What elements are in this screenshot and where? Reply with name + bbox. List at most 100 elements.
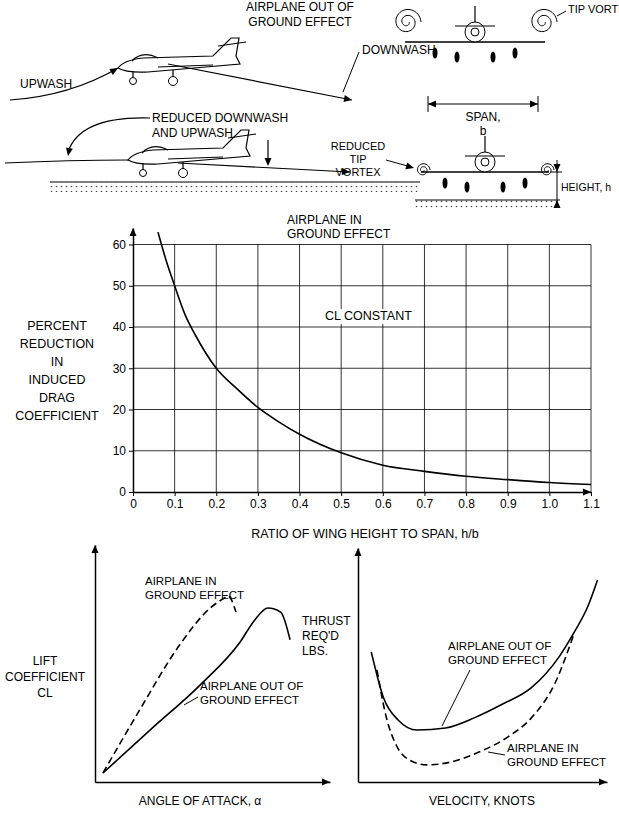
label: VORTEX (335, 166, 381, 178)
upwash-arrow (10, 68, 118, 100)
arrowhead (92, 545, 99, 553)
tick: 0.6 (375, 492, 392, 511)
axis-line (134, 492, 592, 494)
tick-label: 1.1 (583, 497, 600, 511)
tick-label: 0 (130, 497, 137, 511)
fuselage (465, 22, 485, 42)
tick-label: 20 (113, 403, 127, 417)
page: AIRPLANE OUT OFGROUND EFFECTDOWNWASHUPWA… (0, 0, 619, 816)
wing (158, 65, 213, 67)
tick-mark (341, 492, 342, 496)
gear (523, 178, 528, 189)
x-axis (96, 782, 331, 783)
gear (433, 48, 438, 59)
axis-title: IN (51, 355, 64, 369)
tail (474, 6, 475, 22)
label: HEIGHT, h (561, 181, 611, 193)
axis-title: INDUCED (29, 373, 86, 387)
tick-label: 0.8 (458, 497, 475, 511)
tick-label: 50 (113, 279, 127, 293)
series-label-line: GROUND EFFECT (200, 694, 299, 706)
label: TIP (349, 153, 366, 165)
chart-induced-drag: 00.10.20.30.40.50.60.70.80.91.01.1010203… (15, 228, 600, 541)
tick-mark (175, 492, 176, 496)
wheel (169, 77, 178, 86)
gear (455, 52, 460, 63)
leader-line (557, 11, 566, 16)
axis-title: LBS. (302, 644, 328, 658)
arrowhead (65, 148, 73, 157)
grid-line (133, 244, 591, 245)
tick: 0.7 (417, 492, 434, 511)
label: REDUCED DOWNWASH (152, 111, 288, 125)
arrowhead (530, 101, 538, 108)
axis-title: VELOCITY, KNOTS (429, 794, 535, 808)
tick-label: 40 (113, 320, 127, 334)
diagram-out-of-ground-effect: AIRPLANE OUT OFGROUND EFFECTDOWNWASHUPWA… (10, 0, 619, 103)
tick-mark (383, 492, 384, 496)
series-label-line: AIRPLANE OUT OF (448, 640, 551, 652)
axis-title: CL (37, 686, 53, 700)
leader-line (184, 697, 198, 705)
label: UPWASH (20, 77, 72, 91)
stabilizer (455, 25, 495, 26)
arrowhead (428, 101, 436, 108)
tick: 0.4 (292, 492, 309, 511)
tick-mark (129, 327, 133, 328)
series-label-line: GROUND EFFECT (145, 589, 244, 601)
tick-label: 30 (113, 362, 127, 376)
ground-line (415, 199, 560, 200)
wheel (179, 169, 188, 178)
tick: 0.3 (250, 492, 267, 511)
downwash-arrow (178, 163, 350, 172)
tick-mark (129, 368, 133, 369)
ground (415, 200, 560, 210)
series-label: AIRPLANE OUT OFGROUND EFFECT (448, 640, 551, 666)
axis-title: RATIO OF WING HEIGHT TO SPAN, h/b (251, 527, 478, 541)
arrowhead (583, 489, 591, 496)
label: SPAN, (465, 110, 500, 124)
upwash-arrow (5, 160, 128, 163)
gear-strut (143, 162, 183, 170)
arrowhead (554, 200, 561, 208)
tick-label: 0.4 (292, 497, 309, 511)
annotation: CL CONSTANT (325, 309, 412, 323)
axis-title: COEFFICIENT (15, 409, 99, 423)
grid-line (133, 327, 591, 328)
grid-line (133, 409, 591, 410)
tick-mark (549, 492, 550, 496)
axis-title: DRAG (39, 391, 75, 405)
tick-mark (258, 492, 259, 496)
axis-line (359, 782, 608, 784)
chart-lift: LIFTCOEFFICIENTCLANGLE OF ATTACK, αAIRPL… (5, 545, 331, 808)
leader-line (68, 118, 150, 152)
gear-strut (133, 70, 173, 78)
label: DOWNWASH (362, 43, 436, 57)
annotation-background (322, 309, 412, 324)
tick-mark (466, 492, 467, 496)
stabilizer (465, 155, 505, 156)
plot-area (158, 232, 591, 484)
tick-mark (424, 492, 425, 496)
tick-label: 60 (113, 238, 127, 252)
arrowhead (322, 779, 330, 786)
tick-mark (129, 410, 133, 411)
figure: AIRPLANE OUT OFGROUND EFFECTDOWNWASHUPWA… (0, 0, 619, 816)
tick-label: 0.9 (500, 497, 517, 511)
tick-label: 0.6 (375, 497, 392, 511)
axis-line (95, 546, 97, 783)
fuselage (118, 38, 240, 72)
tick-label: 0.2 (208, 497, 225, 511)
x-axis (359, 782, 608, 783)
tick: 0 (119, 485, 133, 499)
leader-line (343, 52, 359, 92)
tick-label: 1.0 (542, 497, 559, 511)
arrowhead (405, 162, 415, 171)
tick-label: 0.3 (250, 497, 267, 511)
series-label-line: GROUND EFFECT (507, 756, 606, 768)
label: TIP VORTEX (568, 3, 619, 15)
axis-title: COEFFICIENT (5, 670, 86, 684)
wheel (140, 170, 147, 177)
gear (501, 182, 506, 193)
axis-title: REQ'D (302, 629, 339, 643)
